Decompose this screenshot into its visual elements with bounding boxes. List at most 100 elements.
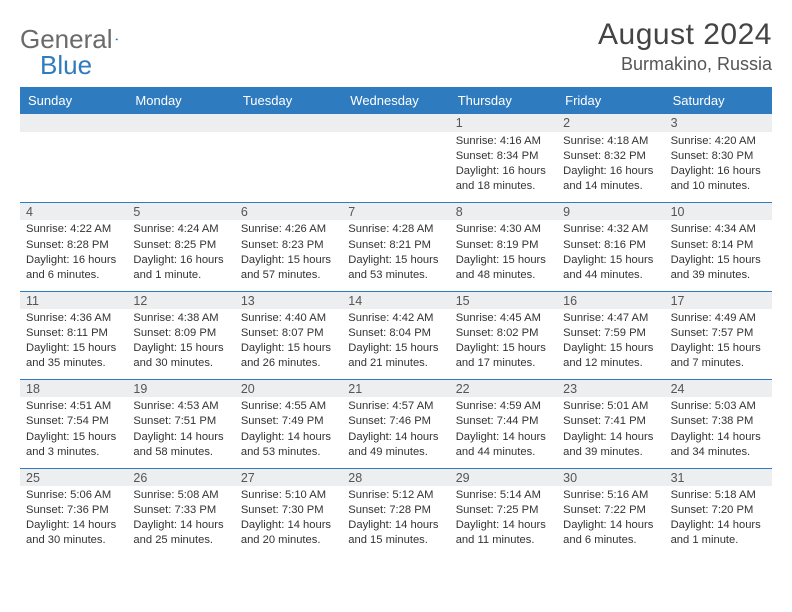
day-info: Sunrise: 4:45 AMSunset: 8:02 PMDaylight:…	[450, 309, 557, 379]
day-info: Sunrise: 5:06 AMSunset: 7:36 PMDaylight:…	[20, 486, 127, 556]
day-sunset: Sunset: 8:30 PM	[671, 149, 766, 164]
day-info: Sunrise: 5:01 AMSunset: 7:41 PMDaylight:…	[557, 397, 664, 467]
day-sunset: Sunset: 8:11 PM	[26, 326, 121, 341]
day-sunrise: Sunrise: 5:03 AM	[671, 399, 766, 414]
day-sunrise: Sunrise: 4:30 AM	[456, 222, 551, 237]
day-sunset: Sunset: 7:28 PM	[348, 503, 443, 518]
day-day1: Daylight: 14 hours	[133, 518, 228, 533]
day-day2: and 12 minutes.	[563, 356, 658, 371]
day-sunset: Sunset: 8:07 PM	[241, 326, 336, 341]
day-sunset: Sunset: 7:59 PM	[563, 326, 658, 341]
day-info: Sunrise: 4:20 AMSunset: 8:30 PMDaylight:…	[665, 132, 772, 202]
day-number: 29	[450, 468, 557, 486]
day-sunset: Sunset: 8:28 PM	[26, 238, 121, 253]
day-day2: and 18 minutes.	[456, 179, 551, 194]
day-day2: and 44 minutes.	[456, 445, 551, 460]
day-sunset: Sunset: 7:20 PM	[671, 503, 766, 518]
day-day1: Daylight: 15 hours	[26, 341, 121, 356]
day-sunset: Sunset: 8:34 PM	[456, 149, 551, 164]
week-info-row: Sunrise: 4:16 AMSunset: 8:34 PMDaylight:…	[20, 132, 772, 202]
day-sunrise: Sunrise: 5:08 AM	[133, 488, 228, 503]
day-day2: and 53 minutes.	[348, 268, 443, 283]
day-day2: and 30 minutes.	[26, 533, 121, 548]
day-info: Sunrise: 5:16 AMSunset: 7:22 PMDaylight:…	[557, 486, 664, 556]
day-day1: Daylight: 16 hours	[133, 253, 228, 268]
day-number: 23	[557, 379, 664, 397]
location: Burmakino, Russia	[598, 54, 772, 75]
day-number: 17	[665, 291, 772, 309]
day-day2: and 48 minutes.	[456, 268, 551, 283]
day-info: Sunrise: 4:28 AMSunset: 8:21 PMDaylight:…	[342, 220, 449, 290]
day-number: 8	[450, 202, 557, 220]
day-day1: Daylight: 14 hours	[456, 518, 551, 533]
day-number: 11	[20, 291, 127, 309]
day-sunrise: Sunrise: 5:18 AM	[671, 488, 766, 503]
day-day2: and 35 minutes.	[26, 356, 121, 371]
day-info: Sunrise: 5:10 AMSunset: 7:30 PMDaylight:…	[235, 486, 342, 556]
week-info-row: Sunrise: 4:36 AMSunset: 8:11 PMDaylight:…	[20, 309, 772, 379]
weekday-wed: Wednesday	[342, 87, 449, 114]
day-number: 3	[665, 114, 772, 132]
day-day1: Daylight: 15 hours	[26, 430, 121, 445]
day-day1: Daylight: 14 hours	[563, 430, 658, 445]
day-sunrise: Sunrise: 4:49 AM	[671, 311, 766, 326]
day-sunrise: Sunrise: 5:10 AM	[241, 488, 336, 503]
day-day1: Daylight: 15 hours	[671, 341, 766, 356]
day-number: 22	[450, 379, 557, 397]
day-day2: and 1 minute.	[133, 268, 228, 283]
week-daynum-row: 45678910	[20, 202, 772, 220]
day-info: Sunrise: 4:24 AMSunset: 8:25 PMDaylight:…	[127, 220, 234, 290]
day-day1: Daylight: 15 hours	[241, 341, 336, 356]
day-sunrise: Sunrise: 4:55 AM	[241, 399, 336, 414]
day-sunrise: Sunrise: 4:20 AM	[671, 134, 766, 149]
day-number: 16	[557, 291, 664, 309]
day-sunrise: Sunrise: 4:24 AM	[133, 222, 228, 237]
day-info: Sunrise: 4:34 AMSunset: 8:14 PMDaylight:…	[665, 220, 772, 290]
day-day2: and 6 minutes.	[26, 268, 121, 283]
week-daynum-row: 18192021222324	[20, 379, 772, 397]
day-number: 18	[20, 379, 127, 397]
day-sunset: Sunset: 8:14 PM	[671, 238, 766, 253]
day-sunrise: Sunrise: 4:40 AM	[241, 311, 336, 326]
header: General August 2024 Burmakino, Russia	[20, 18, 772, 75]
day-day1: Daylight: 14 hours	[456, 430, 551, 445]
day-info	[342, 132, 449, 202]
day-number: 21	[342, 379, 449, 397]
day-sunrise: Sunrise: 4:28 AM	[348, 222, 443, 237]
day-day1: Daylight: 14 hours	[26, 518, 121, 533]
day-sunset: Sunset: 8:19 PM	[456, 238, 551, 253]
title-block: August 2024 Burmakino, Russia	[598, 18, 772, 75]
day-sunset: Sunset: 7:44 PM	[456, 414, 551, 429]
day-sunrise: Sunrise: 5:14 AM	[456, 488, 551, 503]
day-number: 25	[20, 468, 127, 486]
day-sunset: Sunset: 7:51 PM	[133, 414, 228, 429]
day-sunset: Sunset: 7:38 PM	[671, 414, 766, 429]
day-sunset: Sunset: 7:36 PM	[26, 503, 121, 518]
calendar-body: 123Sunrise: 4:16 AMSunset: 8:34 PMDaylig…	[20, 114, 772, 556]
weekday-tue: Tuesday	[235, 87, 342, 114]
day-day1: Daylight: 14 hours	[241, 430, 336, 445]
day-sunset: Sunset: 7:54 PM	[26, 414, 121, 429]
day-number: 13	[235, 291, 342, 309]
day-number: 14	[342, 291, 449, 309]
day-day1: Daylight: 14 hours	[133, 430, 228, 445]
day-sunset: Sunset: 7:30 PM	[241, 503, 336, 518]
day-day1: Daylight: 15 hours	[563, 341, 658, 356]
weekday-mon: Monday	[127, 87, 234, 114]
day-number	[342, 114, 449, 132]
day-sunrise: Sunrise: 5:01 AM	[563, 399, 658, 414]
day-info: Sunrise: 4:57 AMSunset: 7:46 PMDaylight:…	[342, 397, 449, 467]
day-number: 2	[557, 114, 664, 132]
day-info: Sunrise: 5:12 AMSunset: 7:28 PMDaylight:…	[342, 486, 449, 556]
day-number	[127, 114, 234, 132]
day-day2: and 10 minutes.	[671, 179, 766, 194]
day-sunrise: Sunrise: 5:06 AM	[26, 488, 121, 503]
weekday-header: Sunday Monday Tuesday Wednesday Thursday…	[20, 87, 772, 114]
week-info-row: Sunrise: 4:22 AMSunset: 8:28 PMDaylight:…	[20, 220, 772, 290]
day-day1: Daylight: 15 hours	[348, 253, 443, 268]
day-sunset: Sunset: 7:25 PM	[456, 503, 551, 518]
day-sunrise: Sunrise: 4:47 AM	[563, 311, 658, 326]
weekday-sat: Saturday	[665, 87, 772, 114]
day-number: 1	[450, 114, 557, 132]
day-day2: and 21 minutes.	[348, 356, 443, 371]
